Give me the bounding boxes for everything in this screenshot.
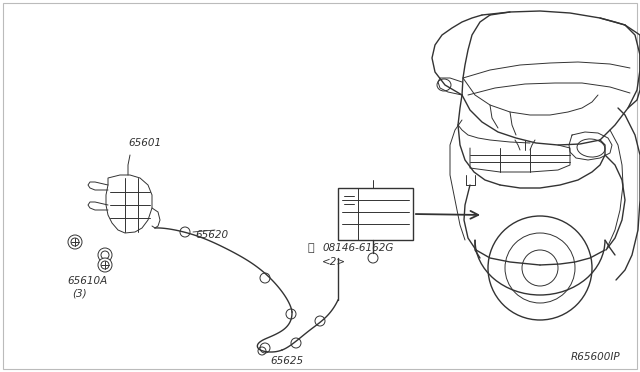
Circle shape bbox=[98, 248, 112, 262]
Text: 08146-6162G: 08146-6162G bbox=[322, 243, 394, 253]
Text: 65610A: 65610A bbox=[67, 276, 108, 286]
Circle shape bbox=[315, 316, 325, 326]
Text: 65620: 65620 bbox=[195, 230, 228, 240]
Text: (3): (3) bbox=[72, 288, 86, 298]
Circle shape bbox=[68, 235, 82, 249]
Circle shape bbox=[286, 309, 296, 319]
Circle shape bbox=[260, 273, 270, 283]
Bar bbox=[338, 188, 413, 240]
Text: <2>: <2> bbox=[322, 257, 346, 267]
Circle shape bbox=[291, 338, 301, 348]
Circle shape bbox=[180, 227, 190, 237]
Text: Ⓢ: Ⓢ bbox=[308, 243, 315, 253]
Text: 65625: 65625 bbox=[270, 356, 303, 366]
Circle shape bbox=[260, 343, 270, 353]
Circle shape bbox=[98, 258, 112, 272]
Text: 65601: 65601 bbox=[128, 138, 161, 148]
Text: R65600IP: R65600IP bbox=[570, 352, 620, 362]
